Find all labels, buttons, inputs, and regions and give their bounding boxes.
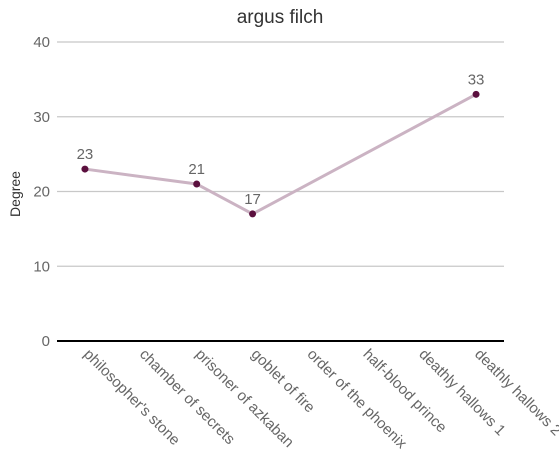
chart-title: argus filch [237, 7, 324, 28]
data-label: 17 [244, 191, 261, 208]
y-axis-label: Degree [7, 171, 23, 217]
y-tick-label: 10 [33, 258, 50, 275]
data-point [193, 180, 201, 188]
data-label: 33 [468, 71, 485, 88]
x-tick-label: philosopher's stone [80, 346, 183, 449]
x-tick-label: chamber of secrets [136, 346, 238, 448]
data-labels: 23 21 17 33 [77, 71, 485, 208]
y-tick-label: 30 [33, 109, 50, 126]
data-points [81, 90, 480, 218]
x-tick-label: prisoner of azkaban [192, 346, 297, 451]
series-polyline [83, 92, 478, 216]
y-tick-label: 20 [33, 184, 50, 201]
data-label: 23 [77, 146, 94, 163]
y-tick-label: 40 [33, 34, 50, 51]
data-label: 21 [188, 161, 205, 178]
y-tick-labels: 0 10 20 30 40 [33, 34, 50, 350]
data-point [81, 165, 89, 173]
data-point [472, 90, 480, 98]
data-point [249, 210, 257, 218]
y-tick-label: 0 [42, 333, 50, 350]
series-line [83, 92, 478, 216]
x-tick-label: order of the phoenix [304, 346, 411, 453]
gridlines [57, 41, 504, 342]
